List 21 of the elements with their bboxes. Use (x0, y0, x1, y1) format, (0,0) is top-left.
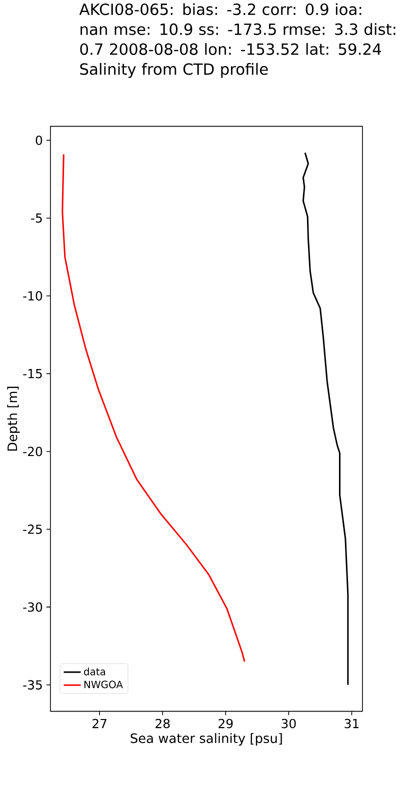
y-tick-label: 0 (36, 136, 42, 146)
y-tick-label: -20 (23, 446, 42, 456)
x-tick-label: 31 (344, 718, 358, 728)
x-axis-title: Sea water salinity [psu] (130, 733, 282, 746)
line-series (302, 152, 349, 686)
y-tick-label: -15 (23, 369, 42, 378)
y-tick-label: -10 (23, 291, 42, 301)
chart-title: AKCI08-065: bias: -3.2 corr: 0.9 ioa: nan mse: 10.9 ss: -173.5 rmse: 3.3 dist: 0.7 2008-08-08 lon: -153.52 lat: 59.24 (79, 3, 396, 55)
legend-label: data (84, 668, 106, 676)
y-tick-label: -25 (23, 524, 42, 534)
line-series (62, 154, 246, 662)
chart-subtitle: Salinity from CTD profile (80, 62, 268, 78)
x-tick-label: 30 (282, 718, 296, 728)
y-axis-title: Depth [m] (7, 386, 20, 451)
legend-label: NWGOA (84, 680, 123, 688)
x-tick-label: 29 (218, 718, 233, 728)
y-tick-label: -30 (23, 602, 42, 612)
x-tick-label: 27 (92, 718, 106, 728)
x-tick-label: 28 (156, 718, 170, 728)
y-tick-label: -35 (23, 680, 42, 690)
y-tick-label: -5 (31, 213, 42, 223)
